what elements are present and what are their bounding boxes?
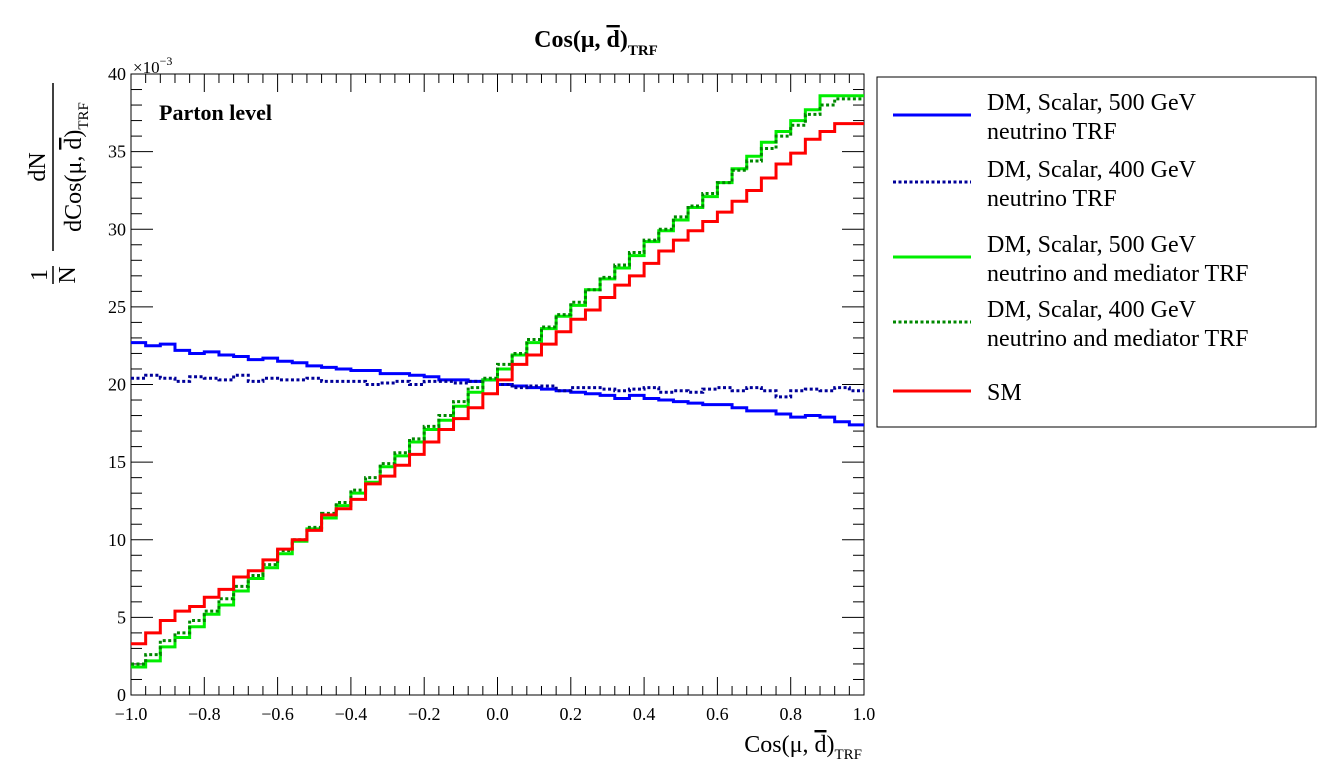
x-tick-label: −0.8 bbox=[188, 704, 221, 724]
chart-title: Cos(μ, d)TRF bbox=[534, 27, 658, 59]
legend-label-4-line2: neutrino and mediator TRF bbox=[987, 326, 1249, 352]
x-tick-label: 0.6 bbox=[706, 704, 729, 724]
x-label-dbar: d bbox=[814, 732, 826, 758]
series-line-2 bbox=[131, 373, 864, 399]
y-tick-label: 25 bbox=[108, 297, 126, 317]
x-tick-label: −0.4 bbox=[335, 704, 368, 724]
axis-ticks: −1.0 −0.8 −0.6 −0.4 −0.2 0.0 0.2 0.4 0.6 0.8 1.0 0 5… bbox=[108, 64, 875, 724]
annotation-parton-level: Parton level bbox=[159, 100, 272, 125]
x-tick-label: 0.0 bbox=[486, 704, 509, 724]
x-tick-label: 0.4 bbox=[633, 704, 656, 724]
series-line-5 bbox=[131, 122, 864, 646]
x-tick-label: −0.6 bbox=[261, 704, 294, 724]
x-tick-label: −1.0 bbox=[115, 704, 148, 724]
legend-label-4: DM, Scalar, 400 GeV bbox=[987, 297, 1197, 323]
y-tick-label: 20 bbox=[108, 375, 126, 395]
y-tick-label: 5 bbox=[117, 607, 126, 627]
y-tick-label: 15 bbox=[108, 452, 126, 472]
legend-label-1: DM, Scalar, 500 GeV bbox=[987, 90, 1197, 116]
y-tick-label: 30 bbox=[108, 219, 126, 239]
series-line-4 bbox=[131, 97, 864, 666]
y-tick-label: 35 bbox=[108, 142, 126, 162]
legend-label-3-line2: neutrino and mediator TRF bbox=[987, 261, 1249, 287]
legend-label-2-line2: neutrino TRF bbox=[987, 186, 1117, 212]
svg-text:dN: dN bbox=[25, 152, 51, 181]
y-tick-label: 40 bbox=[108, 64, 126, 84]
legend: DM, Scalar, 500 GeV neutrino TRF DM, Scala… bbox=[893, 90, 1249, 406]
y-label-dbar: d bbox=[61, 138, 87, 150]
legend-label-3: DM, Scalar, 500 GeV bbox=[987, 232, 1197, 258]
y-axis-label-fraction: dN dCos(μ, d)TRF bbox=[25, 83, 92, 251]
x-tick-label: −0.2 bbox=[408, 704, 441, 724]
legend-label-2: DM, Scalar, 400 GeV bbox=[987, 157, 1197, 183]
y-tick-label: 10 bbox=[108, 530, 126, 550]
svg-text:N: N bbox=[55, 266, 81, 283]
chart-title-dbar: d bbox=[606, 27, 620, 53]
x-tick-label: 0.8 bbox=[779, 704, 802, 724]
legend-label-5: SM bbox=[987, 380, 1022, 406]
svg-text:dCos(μ, d)TRF: dCos(μ, d)TRF bbox=[61, 102, 92, 232]
series-layer bbox=[131, 94, 864, 669]
x-axis-label: Cos(μ, d)TRF bbox=[744, 732, 862, 763]
y-exponent-label: ×10−3 bbox=[133, 54, 172, 77]
legend-label-1-line2: neutrino TRF bbox=[987, 119, 1117, 145]
y-tick-label: 0 bbox=[117, 685, 126, 705]
svg-text:1: 1 bbox=[27, 269, 53, 281]
x-tick-label: 0.2 bbox=[560, 704, 583, 724]
legend-box bbox=[876, 76, 1317, 428]
y-axis-label: 1 N bbox=[27, 266, 81, 284]
x-tick-label: 1.0 bbox=[853, 704, 876, 724]
